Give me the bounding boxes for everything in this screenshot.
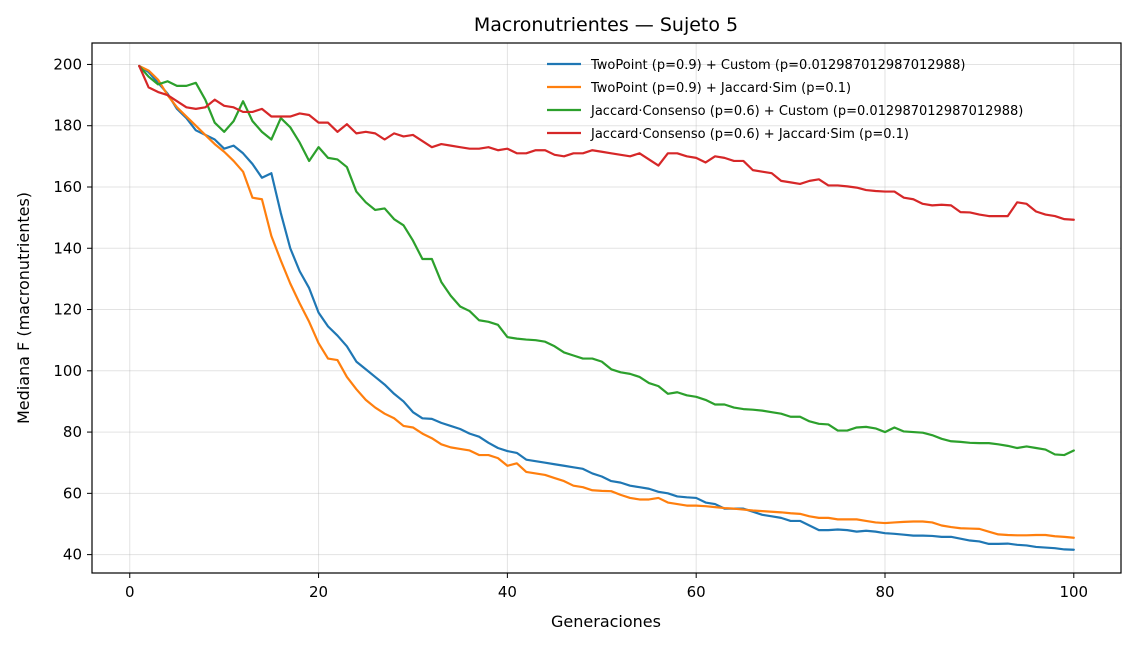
x-axis-label: Generaciones <box>551 612 661 631</box>
y-tick-label: 160 <box>53 178 82 196</box>
y-tick-label: 40 <box>63 546 82 564</box>
legend-entry-label: Jaccard·Consenso (p=0.6) + Jaccard·Sim (… <box>590 127 909 142</box>
x-tick-label: 100 <box>1059 583 1088 601</box>
series-line-4 <box>138 64 1075 221</box>
legend-entry-label: TwoPoint (p=0.9) + Custom (p=0.012987012… <box>590 58 965 73</box>
y-tick-label: 200 <box>53 55 82 73</box>
series-line-1 <box>138 64 1075 551</box>
axis-ticks: 0 20 40 60 80 100 40 60 80 100 120 140 160 180 200 <box>53 55 1088 601</box>
y-tick-label: 140 <box>53 239 82 257</box>
x-tick-label: 60 <box>687 583 706 601</box>
series-line-3 <box>138 64 1075 457</box>
series-layer <box>138 64 1075 551</box>
x-tick-label: 80 <box>875 583 894 601</box>
series-line-2 <box>138 64 1075 539</box>
y-tick-label: 100 <box>53 362 82 380</box>
y-tick-label: 60 <box>63 484 82 502</box>
grid-lines <box>92 43 1121 573</box>
x-tick-label: 0 <box>125 583 135 601</box>
x-tick-label: 40 <box>498 583 517 601</box>
y-tick-label: 120 <box>53 301 82 319</box>
legend-entry-label: TwoPoint (p=0.9) + Jaccard·Sim (p=0.1) <box>590 81 851 96</box>
chart-title: Macronutrientes — Sujeto 5 <box>474 14 738 36</box>
y-tick-label: 180 <box>53 117 82 135</box>
x-tick-label: 20 <box>309 583 328 601</box>
y-tick-label: 80 <box>63 423 82 441</box>
legend-entry-label: Jaccard·Consenso (p=0.6) + Custom (p=0.0… <box>590 104 1023 119</box>
y-axis-label: Mediana F (macronutrientes) <box>14 192 33 424</box>
legend: TwoPoint (p=0.9) + Custom (p=0.012987012… <box>547 58 1023 142</box>
plot-frame <box>91 42 1122 574</box>
